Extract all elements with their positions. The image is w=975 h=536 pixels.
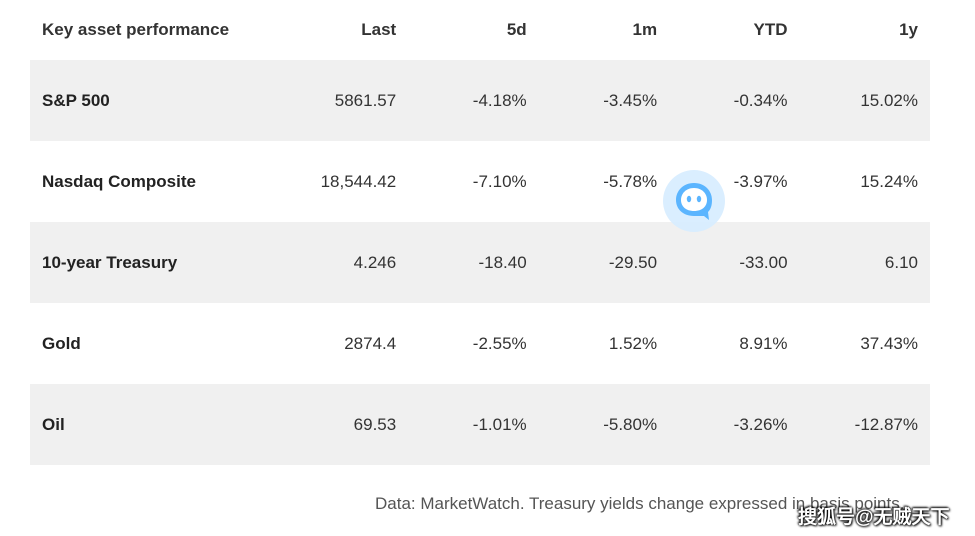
cell-last: 69.53 — [277, 384, 409, 465]
header-ytd: YTD — [753, 20, 788, 39]
header-title: Key asset performance — [42, 20, 230, 39]
table-row: 10-year Treasury 4.246 -18.40 -29.50 -33… — [30, 222, 930, 303]
table-row: S&P 500 5861.57 -4.18% -3.45% -0.34% 15.… — [30, 60, 930, 141]
table-header-row: Key asset performance Last 5d 1m YTD 1y — [30, 0, 930, 60]
cell-ytd: 8.91% — [739, 333, 788, 353]
cell-last: 4.246 — [277, 222, 409, 303]
cell-1y: -12.87% — [799, 384, 930, 465]
asset-name: Nasdaq Composite — [42, 171, 196, 191]
cell-1y: 6.10 — [799, 222, 930, 303]
header-last: Last — [361, 20, 397, 39]
source-footnote: Data: MarketWatch. Treasury yields chang… — [375, 494, 905, 513]
cell-1y: 37.43% — [860, 333, 918, 353]
cell-1m: 1.52% — [608, 333, 658, 353]
cell-ytd: -0.34% — [669, 60, 800, 141]
cell-last: 5861.57 — [277, 60, 409, 141]
cell-1m: -29.50 — [538, 222, 670, 303]
table-row: Gold 2874.4 -2.55% 1.52% 8.91% 37.43% — [30, 303, 930, 384]
header-5d: 5d — [506, 20, 527, 39]
asset-name: Oil — [30, 384, 278, 465]
asset-performance-table: Key asset performance Last 5d 1m YTD 1y … — [30, 0, 930, 465]
cell-1y: 15.24% — [860, 171, 918, 191]
cell-ytd: -3.97% — [733, 171, 788, 191]
chat-bubble-icon-graphic — [663, 170, 725, 232]
cell-ytd: -3.26% — [669, 384, 800, 465]
cell-1m: -3.45% — [538, 60, 670, 141]
cell-1m: -5.78% — [603, 171, 658, 191]
cell-1m: -5.80% — [538, 384, 670, 465]
cell-5d: -7.10% — [472, 171, 527, 191]
cell-last: 2874.4 — [344, 333, 397, 353]
header-1y: 1y — [899, 20, 918, 39]
header-1m: 1m — [632, 20, 658, 39]
cell-5d: -2.55% — [472, 333, 527, 353]
asset-name: S&P 500 — [30, 60, 278, 141]
table-row: Oil 69.53 -1.01% -5.80% -3.26% -12.87% — [30, 384, 930, 465]
cell-last: 18,544.42 — [320, 171, 397, 191]
asset-name: 10-year Treasury — [30, 222, 278, 303]
chat-bubble-icon[interactable] — [663, 170, 725, 232]
cell-1y: 15.02% — [799, 60, 930, 141]
cell-ytd: -33.00 — [669, 222, 800, 303]
asset-name: Gold — [42, 333, 81, 353]
cell-5d: -4.18% — [408, 60, 539, 141]
watermark: 搜狐号@无贼天下 — [798, 507, 950, 528]
table-row: Nasdaq Composite 18,544.42 -7.10% -5.78%… — [30, 141, 930, 222]
cell-5d: -1.01% — [408, 384, 539, 465]
cell-5d: -18.40 — [408, 222, 539, 303]
